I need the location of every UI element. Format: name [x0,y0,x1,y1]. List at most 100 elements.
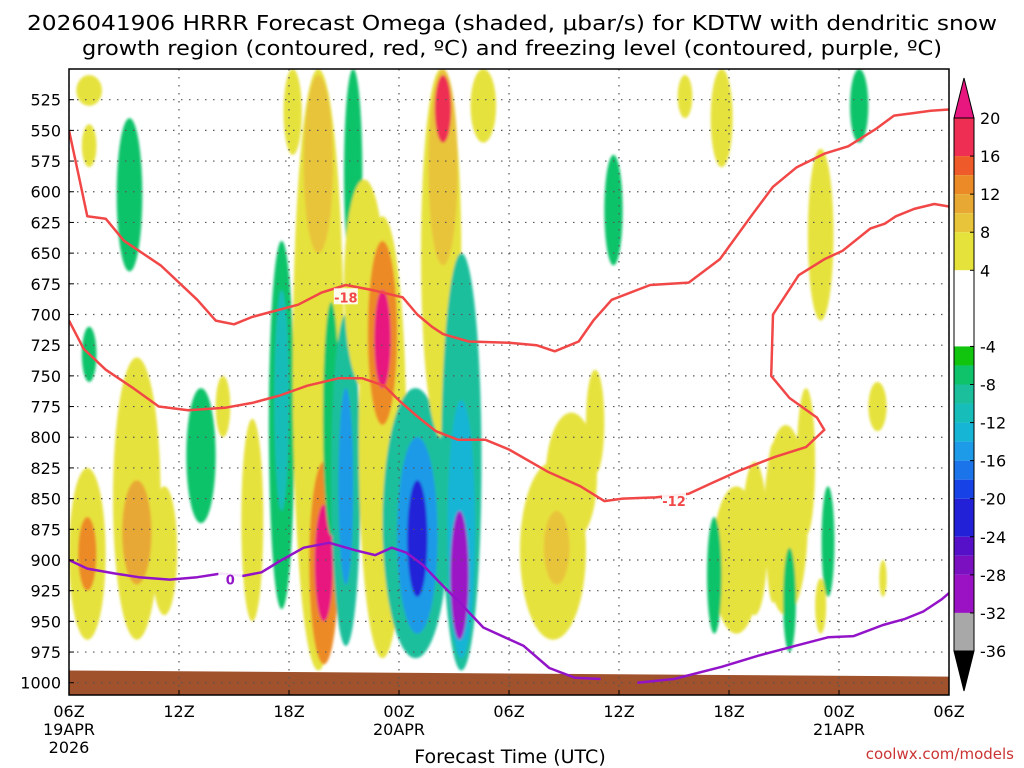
x-tick-label-0: 06Z [53,702,84,721]
minus-18-contour-label-bg [333,288,358,305]
omega-cell-39 [543,510,570,585]
omega-cell-48 [763,424,808,616]
y-tick-label-825: 825 [30,459,61,478]
omega-cell-32 [434,75,452,143]
omega-cell-11 [241,418,264,622]
colorbar-swatch-0 [954,118,974,157]
omega-cell-54 [850,69,869,143]
y-tick-label-900: 900 [30,551,61,570]
colorbar-swatch-14 [954,479,974,499]
omega-cell-38 [545,412,597,542]
colorbar-swatch-2 [954,175,974,195]
minus-18-contour-label: -18 [334,291,358,306]
y-tick-label-625: 625 [30,213,61,232]
freezing-level-contour-label: 0 [226,574,235,589]
freezing-level-contour [69,541,601,681]
omega-cell-41 [604,154,623,266]
omega-cell-14 [283,69,302,155]
omega-cell-42 [677,75,693,119]
y-tick-label-725: 725 [30,336,61,355]
colorbar-label-7: -12 [980,414,1006,433]
colorbar-label-2: 12 [980,185,1000,204]
omega-cell-49 [783,547,796,653]
y-tick-label-950: 950 [30,612,61,631]
colorbar-swatch-19 [954,612,974,651]
x-tick-year-0: 2026 [49,738,90,757]
omega-cell-1 [81,124,97,168]
colorbar-swatch-4 [954,213,974,233]
colorbar-label-13: -36 [980,642,1006,661]
x-tick-label-1: 12Z [163,702,194,721]
omega-cell-9 [186,388,216,524]
colorbar-label-9: -20 [980,490,1006,509]
colorbar-bottom-arrow [953,650,975,692]
omega-cell-8 [151,486,178,616]
colorbar-label-6: -8 [980,376,996,395]
minus-18-contour [69,108,949,353]
plot-area: -18 -12 0 [69,69,949,695]
x-axis-title: Forecast Time (UTC) [414,746,605,768]
omega-cell-5 [116,118,143,272]
colorbar-swatch-10 [954,403,974,423]
colorbar-label-3: 8 [980,223,990,242]
y-tick-label-575: 575 [30,152,61,171]
omega-cell-36 [470,69,497,143]
y-tick-label-850: 850 [30,490,61,509]
omega-cell-52 [821,486,835,597]
omega-cell-29 [407,480,428,597]
x-tick-label-8: 06Z [933,702,964,721]
credit-text: coolwx.com/models [866,745,1014,763]
y-tick-label-700: 700 [30,305,61,324]
colorbar-swatch-18 [954,574,974,613]
minus-12-contour [69,202,949,503]
x-tick-date-3: 20APR [373,720,425,739]
y-tick-label-875: 875 [30,520,61,539]
y-tick-label-675: 675 [30,275,61,294]
x-tick-label-7: 00Z [823,702,854,721]
y-tick-label-525: 525 [30,91,61,110]
omega-cell-50 [796,388,816,536]
omega-cell-10 [215,375,231,438]
y-tick-label-800: 800 [30,428,61,447]
colorbar: 20 16 12 8 4 -4 -8 -12 -16 -20 -24 -28 -32 -36 [953,77,1006,692]
omega-shading [69,69,887,671]
chart-title-line2: growth region (contoured, red, ºC) and f… [82,36,942,60]
omega-cell-4 [78,517,97,591]
omega-cell-51 [807,148,834,321]
omega-cell-16 [303,75,334,254]
omega-cell-53 [815,578,827,634]
y-tick-label-1000: 1000 [20,674,61,693]
chart-title-line1: 2026041906 HRRR Forecast Omega (shaded, … [27,11,997,35]
y-tick-label-925: 925 [30,582,61,601]
omega-cell-43 [710,69,733,168]
omega-cell-35 [450,510,469,640]
colorbar-swatch-3 [954,194,974,214]
colorbar-label-8: -16 [980,452,1006,471]
colorbar-swatch-15 [954,498,974,537]
omega-cell-56 [879,559,887,597]
freezing-level-contour-right [637,592,949,684]
colorbar-label-10: -24 [980,528,1006,547]
y-axis-ticks: 525 550 575 600 625 650 675 700 725 750 775 800 825 8… [20,91,74,693]
y-tick-label-550: 550 [30,121,61,140]
x-tick-label-2: 18Z [273,702,304,721]
y-tick-label-775: 775 [30,398,61,417]
colorbar-swatch-12 [954,441,974,461]
colorbar-label-12: -32 [980,604,1006,623]
x-tick-label-3: 00Z [383,702,414,721]
y-tick-label-750: 750 [30,367,61,386]
minus-12-contour-label-bg [662,492,686,509]
freezing-level-contour-label-bg [218,570,243,587]
minus-12-contour-label: -12 [662,495,686,510]
colorbar-swatch-16 [954,536,974,556]
omega-cell-46 [741,461,768,616]
colorbar-swatch-9 [954,384,974,404]
colorbar-label-0: 20 [980,109,1000,128]
y-tick-label-975: 975 [30,643,61,662]
colorbar-swatch-1 [954,156,974,176]
contour-lines: -18 -12 0 [69,108,949,684]
gridlines [69,69,949,695]
colorbar-swatch-13 [954,460,974,480]
omega-cell-13 [274,289,289,511]
